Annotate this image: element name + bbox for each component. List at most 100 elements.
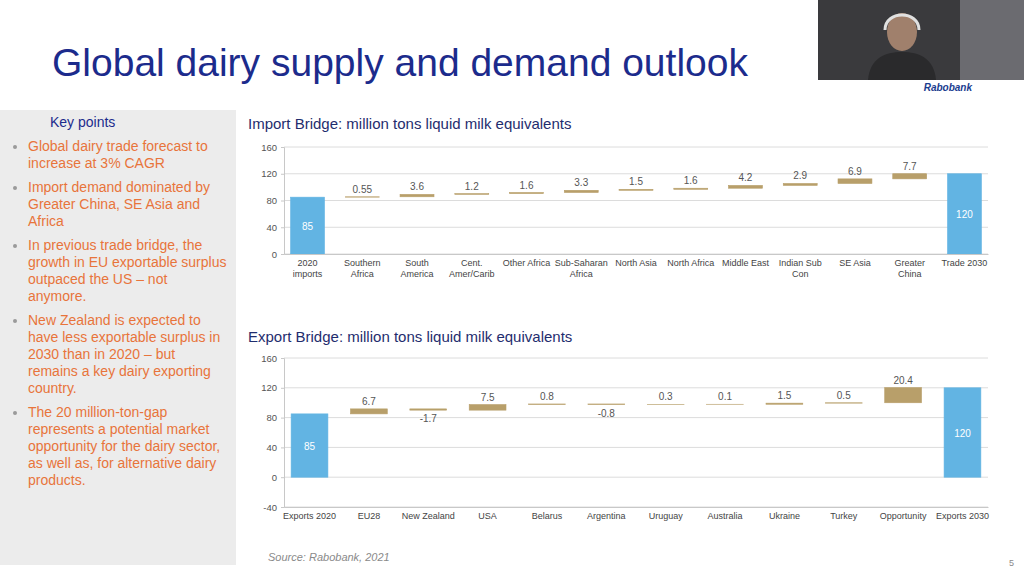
data-label: 3.3	[574, 177, 588, 188]
y-tick-label: 40	[266, 222, 277, 233]
x-tick-label: Trade 2030	[942, 258, 988, 268]
data-label: 6.9	[848, 166, 862, 177]
x-tick: Exports 2020	[283, 507, 336, 521]
tick-label-line: Africa	[570, 269, 593, 279]
x-axis: Exports 2020 EU28 New Zealand USA Belarus Arg…	[283, 507, 989, 521]
x-tick: Argentina	[587, 507, 626, 521]
tick-label-line: Amer/Carib	[449, 269, 495, 279]
data-label: 0.3	[659, 391, 673, 402]
x-tick: SouthAmerica	[401, 254, 434, 279]
tick-label-line: Turkey	[830, 511, 858, 521]
change-bar	[619, 189, 653, 190]
key-point: The 20 million-ton-gap represents a pote…	[28, 404, 228, 489]
change-bar	[529, 403, 566, 405]
tick-label-line: Cent.	[461, 258, 483, 268]
tick-label-line: EU28	[358, 511, 381, 521]
x-tick-label: North Africa	[667, 258, 714, 268]
key-point: In previous trade bridge, the growth in …	[28, 237, 228, 305]
x-tick: Australia	[708, 507, 743, 521]
x-tick-label: Sub-SaharanAfrica	[555, 258, 608, 278]
x-tick: USA	[478, 507, 497, 521]
data-label: 6.7	[362, 396, 376, 407]
chart-title: Export Bridge: million tons liquid milk …	[248, 328, 572, 345]
grid-line	[284, 173, 988, 174]
y-tick: 80	[266, 195, 284, 206]
y-tick: 40	[266, 442, 284, 453]
page-number: 5	[1009, 558, 1014, 568]
x-axis-line	[285, 254, 989, 255]
brand: Rabobank	[924, 82, 973, 93]
key-points-list: Global dairy trade forecast to increase …	[4, 138, 228, 489]
x-axis-line	[285, 507, 989, 508]
y-tick-label: 120	[261, 168, 277, 179]
x-tick: SE Asia	[839, 254, 871, 268]
data-label: 7.7	[903, 161, 917, 172]
total-bar	[947, 174, 981, 254]
x-tick-label: Indian SubCon	[779, 258, 822, 278]
change-bar	[469, 405, 506, 411]
x-tick-label: GreaterChina	[894, 258, 925, 278]
key-point: Global dairy trade forecast to increase …	[28, 138, 228, 172]
x-tick-label: SouthernAfrica	[344, 258, 381, 278]
y-axis: 04080120160	[261, 142, 284, 260]
tick-label-line: Australia	[708, 511, 743, 521]
x-tick-label: New Zealand	[402, 511, 455, 521]
key-point: Import demand dominated by Greater China…	[28, 179, 228, 230]
data-label: -1.7	[420, 413, 438, 424]
change-bar	[400, 194, 434, 196]
tick-label-line: Con	[792, 269, 809, 279]
tick-label-line: Opportunity	[880, 511, 927, 521]
tick-label-line: Sub-Saharan	[555, 258, 608, 268]
y-tick-label: 160	[261, 353, 277, 364]
data-labels: 856.7-1.77.50.8-0.80.30.11.50.520.4120	[304, 375, 971, 452]
x-tick: Uruguay	[649, 507, 684, 521]
y-tick-mark	[281, 174, 284, 175]
x-tick-label: 2020imports	[293, 258, 323, 278]
y-tick-mark	[281, 201, 284, 202]
x-tick: Middle East	[722, 254, 770, 268]
data-label: 20.4	[893, 375, 913, 386]
grid-line	[284, 507, 988, 508]
data-label: 1.6	[520, 180, 534, 191]
bars	[291, 388, 981, 478]
change-bar	[345, 196, 379, 197]
x-tick-label: SouthAmerica	[401, 258, 434, 278]
x-tick-label: Uruguay	[649, 511, 684, 521]
total-bar	[944, 388, 981, 477]
change-bar	[455, 193, 489, 195]
tick-label-line: 2020	[298, 258, 318, 268]
x-tick-label: EU28	[358, 511, 381, 521]
change-bar	[410, 409, 447, 410]
grid-line	[284, 447, 988, 448]
source-note: Source: Rabobank, 2021	[268, 551, 390, 563]
x-tick-label: Middle East	[722, 258, 770, 268]
change-bar	[564, 190, 598, 192]
tick-label-line: America	[401, 269, 434, 279]
change-bar	[588, 403, 625, 405]
tick-label-line: USA	[478, 511, 497, 521]
tick-label-line: North Africa	[667, 258, 714, 268]
x-tick-label: Exports 2020	[283, 511, 336, 521]
y-tick-mark	[281, 477, 284, 478]
tick-label-line: Exports 2020	[283, 511, 336, 521]
x-tick-label: North Asia	[615, 258, 657, 268]
tick-label-line: Belarus	[532, 511, 563, 521]
change-bar	[766, 403, 803, 404]
slide-title: Global dairy supply and demand outlook	[52, 41, 748, 84]
tick-label-line: Trade 2030	[942, 258, 988, 268]
y-tick: 160	[261, 353, 284, 364]
y-tick-label: 0	[272, 249, 277, 260]
data-label: 85	[304, 441, 316, 452]
y-tick-mark	[281, 227, 284, 228]
data-label: 1.5	[777, 390, 791, 401]
x-tick: Belarus	[532, 507, 563, 521]
grid-line	[284, 254, 988, 255]
x-tick-label: SE Asia	[839, 258, 871, 268]
webcam-wall	[960, 0, 1024, 80]
data-label: 1.2	[465, 181, 479, 192]
grid	[284, 358, 988, 507]
y-tick-label: -40	[263, 502, 277, 513]
chart-title: Import Bridge: million tons liquid milk …	[248, 115, 571, 132]
change-bar	[707, 404, 744, 405]
x-tick: EU28	[358, 507, 381, 521]
